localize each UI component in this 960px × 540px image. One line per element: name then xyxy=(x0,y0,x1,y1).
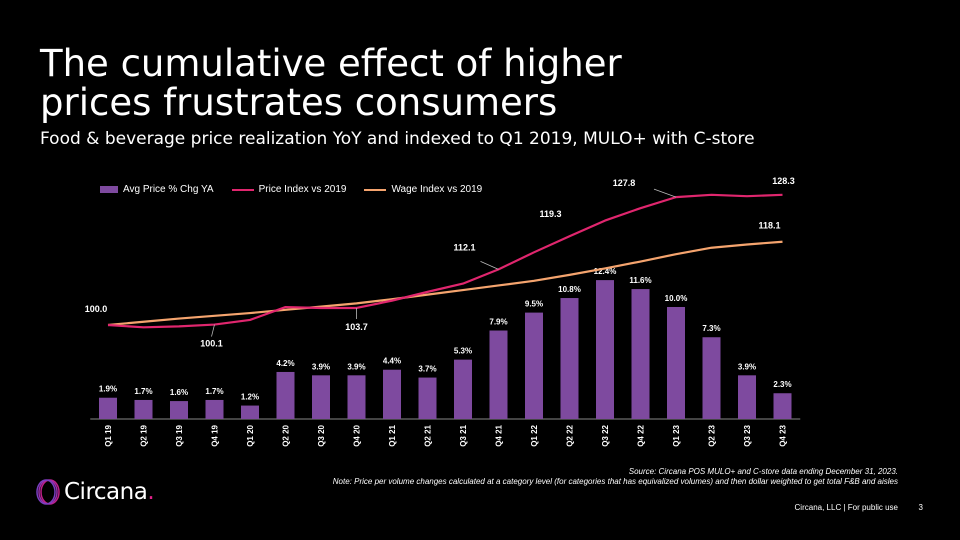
bar-data-label: 3.9% xyxy=(312,362,330,371)
bar-data-label: 7.3% xyxy=(702,324,720,333)
x-tick-label: Q2 19 xyxy=(140,424,149,446)
bar-q1-20 xyxy=(241,405,259,419)
x-tick-label: Q2 23 xyxy=(708,424,717,446)
logo-dot: . xyxy=(147,479,155,505)
bar-data-label: 1.2% xyxy=(241,393,259,402)
bar-q1-23 xyxy=(667,307,685,419)
x-tick-label: Q4 22 xyxy=(637,424,646,446)
legend-item-wage: Wage Index vs 2019 xyxy=(364,184,482,195)
footer-notes: Source: Circana POS MULO+ and C-store da… xyxy=(333,467,898,487)
x-tick-label: Q3 23 xyxy=(743,424,752,446)
legend-label-wage: Wage Index vs 2019 xyxy=(391,184,483,195)
bar-data-label: 3.9% xyxy=(738,362,756,371)
x-tick-label: Q1 22 xyxy=(530,424,539,446)
bar-q2-19 xyxy=(134,399,153,419)
company-usage: Circana, LLC | For public use xyxy=(794,503,898,512)
bar-data-label: 2.3% xyxy=(773,380,791,389)
slide-title: The cumulative effect of higher prices f… xyxy=(40,42,622,124)
x-tick-label: Q1 20 xyxy=(246,424,255,446)
bar-data-label: 3.9% xyxy=(347,362,365,371)
x-tick-label: Q3 21 xyxy=(459,424,468,446)
x-tick-label: Q1 21 xyxy=(388,424,397,446)
x-tick-label: Q4 19 xyxy=(211,424,220,446)
bar-q3-23 xyxy=(738,375,756,419)
circana-logo-text: Circana. xyxy=(64,479,155,505)
bar-data-label: 4.2% xyxy=(276,359,294,368)
line-data-label: 127.8 xyxy=(613,178,636,188)
bar-data-label: 1.9% xyxy=(99,385,117,394)
x-tick-label: Q4 23 xyxy=(779,424,788,446)
legend-item-bar: Avg Price % Chg YA xyxy=(100,184,214,195)
bar-q3-21 xyxy=(454,359,472,419)
logo-word: Circana xyxy=(64,479,148,505)
bar-data-label: 3.7% xyxy=(418,365,436,374)
x-tick-label: Q2 22 xyxy=(566,424,575,446)
x-tick-label: Q4 21 xyxy=(495,424,504,446)
bar-q2-23 xyxy=(702,337,721,419)
legend-swatch-bar xyxy=(100,186,118,193)
bar-q3-19 xyxy=(170,401,188,419)
bar-data-label: 5.3% xyxy=(454,347,472,356)
x-tick-label: Q1 23 xyxy=(672,424,681,446)
legend-label-bar: Avg Price % Chg YA xyxy=(123,184,214,195)
bar-q3-20 xyxy=(312,375,330,419)
bar-q4-22 xyxy=(631,289,650,419)
line-data-label: 119.3 xyxy=(539,209,561,219)
bar-q1-19 xyxy=(99,397,117,419)
circana-logo: Circana. xyxy=(36,478,155,506)
bar-q1-22 xyxy=(525,312,543,419)
legend-label-price: Price Index vs 2019 xyxy=(258,184,347,195)
bar-data-label: 1.7% xyxy=(205,387,223,396)
bar-q2-22 xyxy=(560,298,579,419)
bar-data-label: 4.4% xyxy=(383,357,401,366)
bar-data-label: 1.6% xyxy=(170,388,188,397)
bar-data-label: 12.4% xyxy=(594,267,617,276)
annotation-leader xyxy=(211,324,215,337)
method-note: Note: Price per volume changes calculate… xyxy=(332,477,898,486)
bar-data-label: 1.7% xyxy=(134,387,152,396)
bar-q4-21 xyxy=(489,330,508,419)
bar-q4-19 xyxy=(205,399,224,419)
bar-q4-20 xyxy=(347,375,366,419)
legend-swatch-price xyxy=(231,188,254,191)
bar-q1-21 xyxy=(383,369,401,419)
bar-q4-23 xyxy=(773,393,792,419)
legend-swatch-wage xyxy=(364,188,387,191)
line-data-label: 128.3 xyxy=(772,176,795,186)
price-index-line xyxy=(107,193,783,329)
source-note: Source: Circana POS MULO+ and C-store da… xyxy=(628,467,898,476)
annotation-leader xyxy=(480,260,499,270)
x-tick-label: Q4 20 xyxy=(353,424,362,446)
bar-data-label: 9.5% xyxy=(525,300,543,309)
bar-q2-20 xyxy=(276,371,295,419)
x-tick-label: Q2 20 xyxy=(282,424,291,446)
legend-item-price: Price Index vs 2019 xyxy=(231,184,347,195)
line-data-label: 100.1 xyxy=(200,339,223,349)
bar-q2-21 xyxy=(418,377,437,419)
annotation-leader xyxy=(653,188,677,198)
line-data-label: 103.7 xyxy=(345,322,368,332)
circana-logo-icon xyxy=(36,479,60,505)
bar-q3-22 xyxy=(596,280,614,419)
x-tick-label: Q3 19 xyxy=(175,424,184,446)
x-tick-label: Q1 19 xyxy=(104,424,113,446)
line-data-label: 112.1 xyxy=(453,242,475,252)
page-number: 3 xyxy=(918,503,923,512)
slide-subtitle: Food & beverage price realization YoY an… xyxy=(40,129,755,149)
bar-data-label: 11.6% xyxy=(629,276,651,285)
line-data-label: 118.1 xyxy=(758,221,780,231)
line-data-label: 100.0 xyxy=(85,304,108,314)
x-tick-label: Q2 21 xyxy=(424,424,433,446)
bar-data-label: 10.8% xyxy=(558,285,581,294)
wage-index-line xyxy=(107,240,783,327)
bar-data-label: 7.9% xyxy=(489,318,507,327)
chart-legend: Avg Price % Chg YA Price Index vs 2019 W… xyxy=(100,184,482,195)
x-tick-label: Q3 22 xyxy=(601,424,610,446)
bar-data-label: 10.0% xyxy=(665,294,688,303)
x-tick-label: Q3 20 xyxy=(317,424,326,446)
